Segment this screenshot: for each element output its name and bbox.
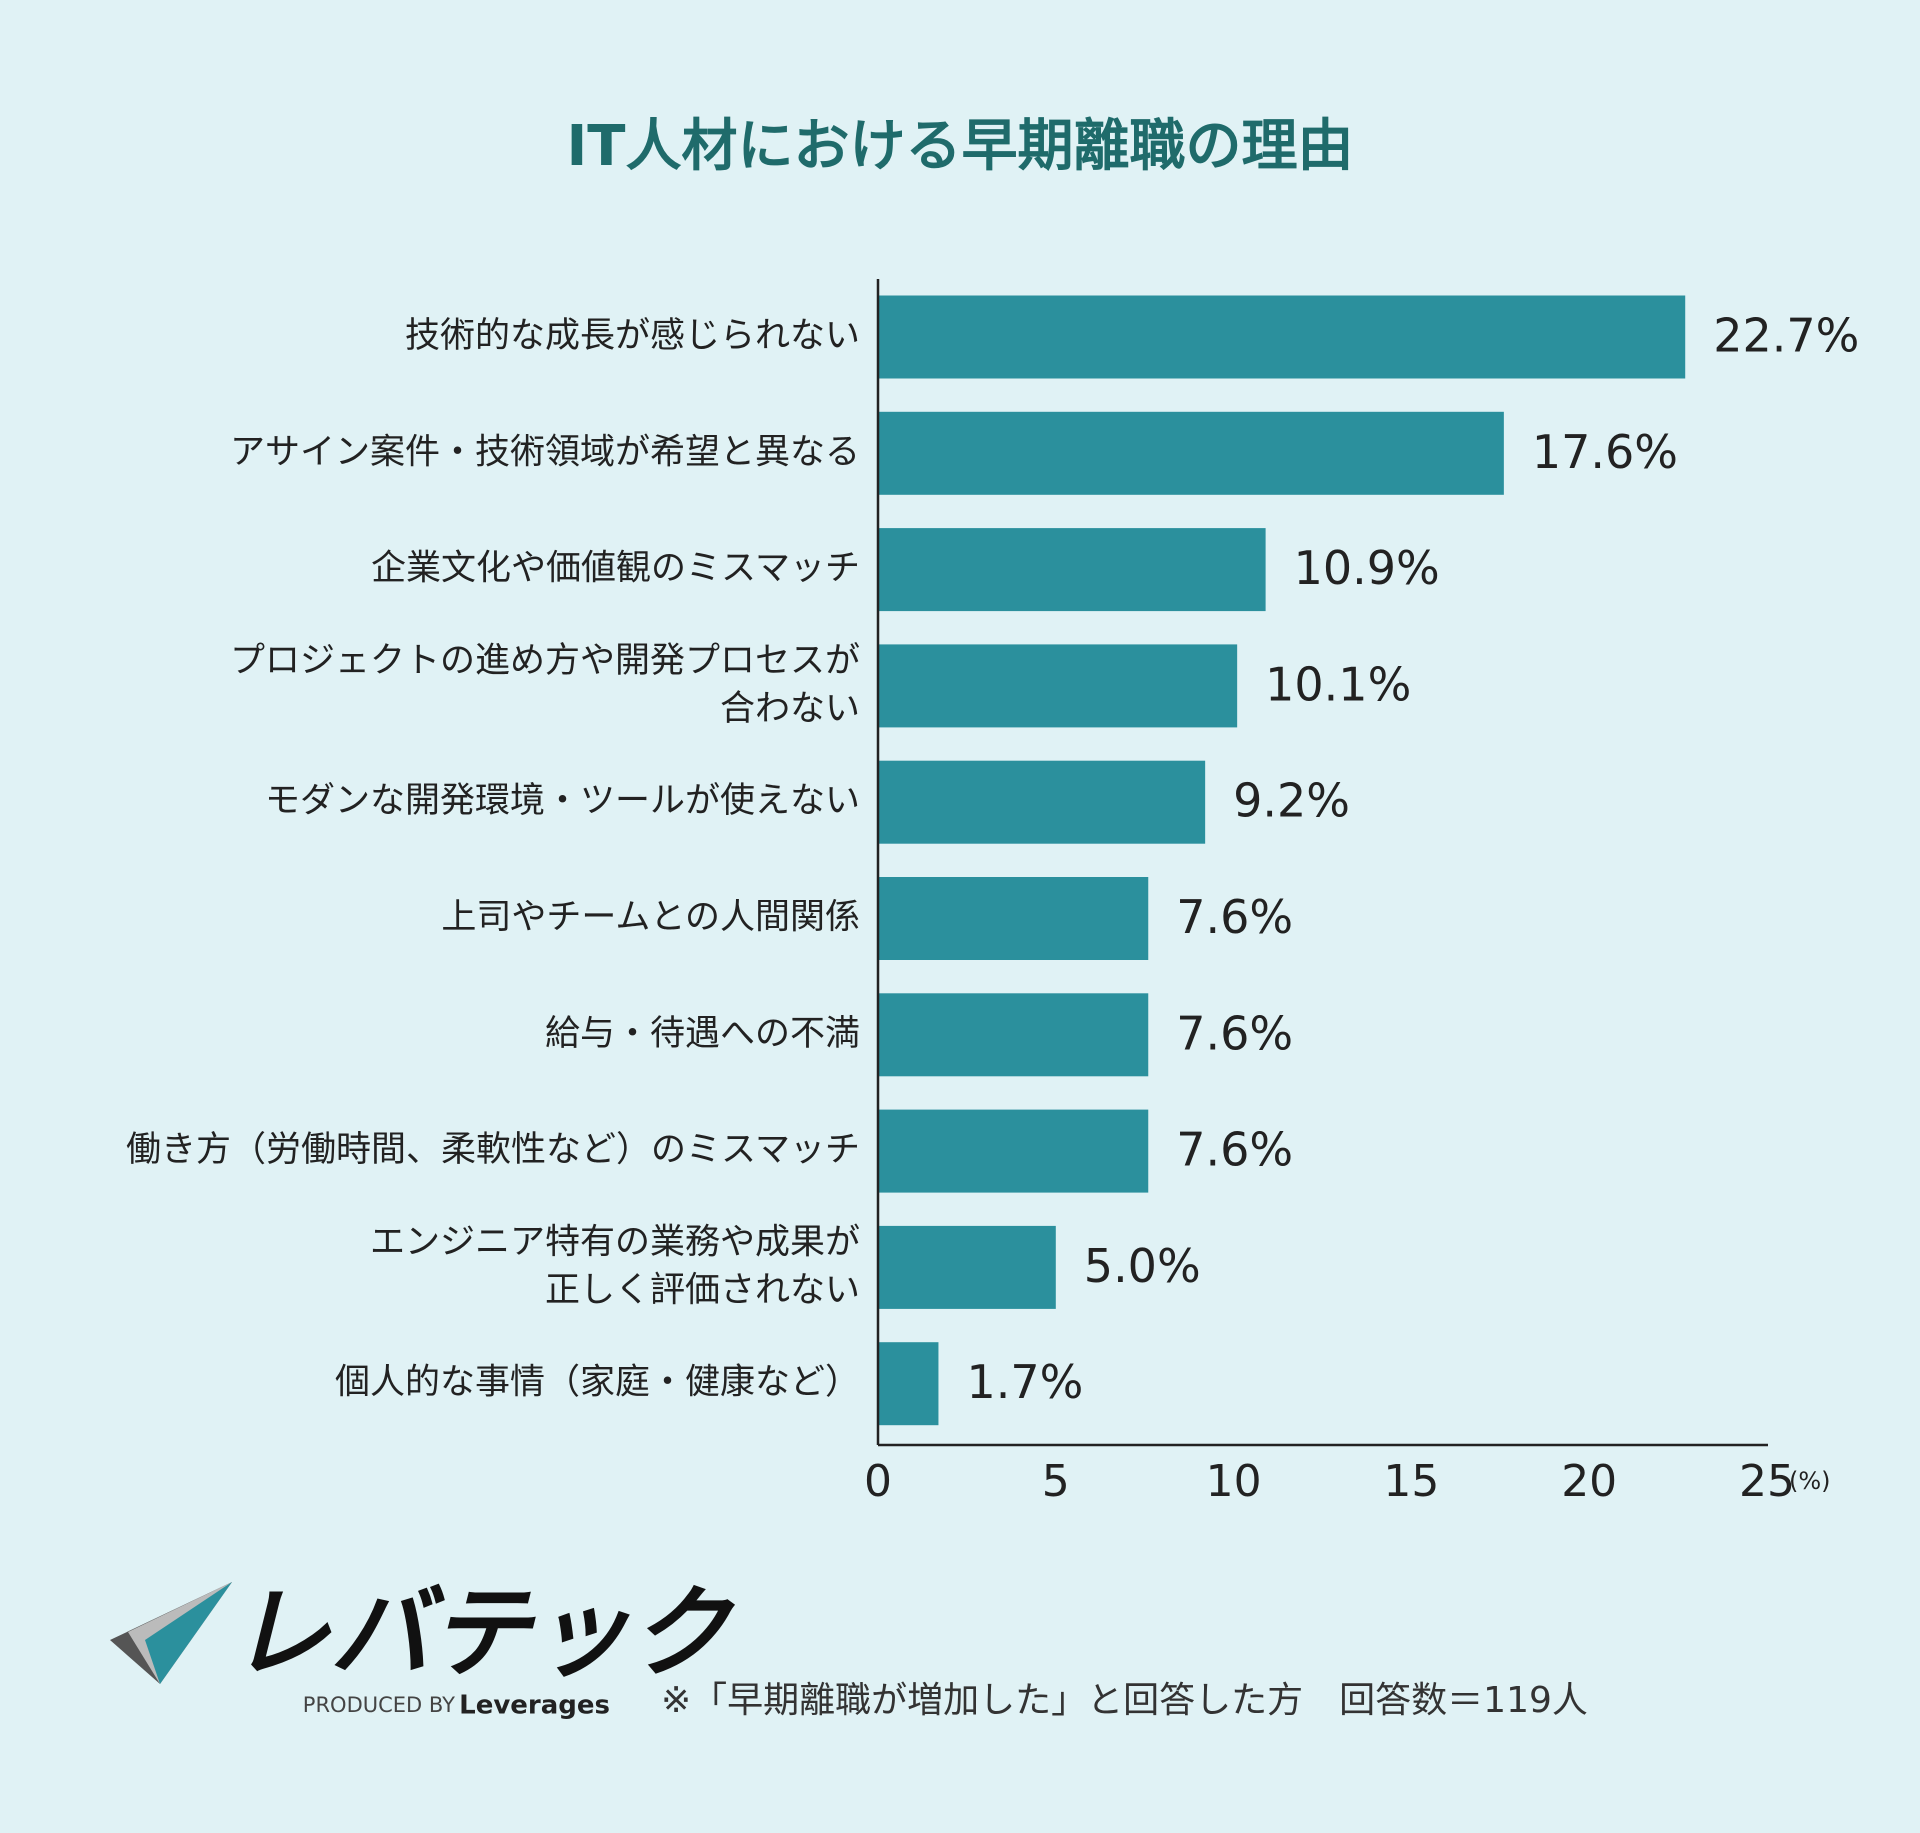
value-label: 7.6% — [1176, 890, 1293, 944]
footnote: ※「早期離職が増加した」と回答した方 回答数＝119人 — [661, 1680, 1588, 1721]
value-label: 10.1% — [1265, 657, 1411, 711]
y-tick-label: エンジニア特有の業務や成果が — [370, 1222, 860, 1262]
logo-produced: PRODUCED BY — [303, 1693, 455, 1717]
logo: レバテック PRODUCED BY Leverages — [110, 1574, 736, 1721]
bar — [878, 1109, 1149, 1193]
value-label: 9.2% — [1233, 774, 1350, 828]
y-tick-label: 合わない — [720, 689, 860, 729]
value-label: 1.7% — [966, 1355, 1083, 1409]
value-label: 7.6% — [1176, 1123, 1293, 1177]
bar — [878, 528, 1266, 612]
value-label: 10.9% — [1294, 541, 1440, 595]
y-tick-label: 正しく評価されない — [545, 1270, 860, 1310]
value-label: 5.0% — [1084, 1239, 1201, 1293]
bar — [878, 993, 1149, 1077]
value-label: 22.7% — [1713, 309, 1859, 363]
logo-mark — [145, 1582, 232, 1684]
x-tick-label: 0 — [864, 1456, 892, 1507]
x-tick-label: 5 — [1042, 1456, 1070, 1507]
y-tick-label: 個人的な事情（家庭・健康など） — [335, 1363, 860, 1403]
bar — [878, 877, 1149, 960]
y-tick-label: モダンな開発環境・ツールが使えない — [265, 781, 860, 821]
bar — [878, 760, 1206, 844]
y-tick-label: 働き方（労働時間、柔軟性など）のミスマッチ — [126, 1130, 860, 1170]
value-label: 17.6% — [1532, 425, 1678, 479]
y-tick-label: プロジェクトの進め方や開発プロセスが — [230, 641, 860, 681]
y-tick-label: 給与・待遇への不満 — [545, 1014, 860, 1054]
logo-text: レバテック — [230, 1574, 736, 1691]
y-tick-label: 上司やチームとの人間関係 — [441, 898, 860, 938]
x-tick-label: 20 — [1561, 1456, 1617, 1507]
value-label: 7.6% — [1176, 1006, 1293, 1060]
bar — [878, 644, 1238, 728]
y-tick-label: 企業文化や価値観のミスマッチ — [371, 549, 860, 589]
x-tick-label: 15 — [1383, 1456, 1439, 1507]
bar — [878, 295, 1686, 379]
y-tick-label: アサイン案件・技術領域が希望と異なる — [230, 432, 860, 472]
y-tick-label: 技術的な成長が感じられない — [405, 316, 860, 356]
x-tick-label: 25 — [1739, 1456, 1795, 1507]
bar — [878, 411, 1504, 495]
chart-title: IT人材における早期離職の理由 — [566, 114, 1353, 179]
logo-brand: Leverages — [459, 1691, 610, 1721]
bar — [878, 1342, 939, 1426]
x-tick-label: 10 — [1206, 1456, 1262, 1507]
bar — [878, 1225, 1056, 1309]
x-unit: (%) — [1789, 1467, 1831, 1495]
